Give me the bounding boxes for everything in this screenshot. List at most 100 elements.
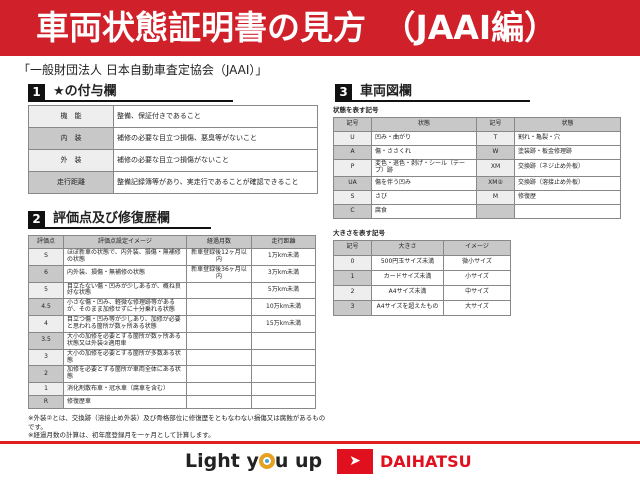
table-cell: 10万km未満 xyxy=(251,298,316,317)
section-number: 3 xyxy=(335,84,352,100)
table-cell: 5 xyxy=(28,281,64,300)
size-table: 記号 大きさ イメージ 0 500円玉サイズ未満 微小サイズ 1 カードサイズ未満 小サイズ 2 A… xyxy=(333,239,511,316)
table-cell xyxy=(251,382,316,397)
table-cell: U xyxy=(333,131,372,146)
row-value: 整備記録簿等があり、実走行であることが確認できること xyxy=(113,171,318,194)
table-cell: 内外装、損傷・無補修の状態 xyxy=(63,264,187,283)
table-cell xyxy=(251,348,316,367)
table-cell: 割れ・亀裂・穴 xyxy=(514,131,621,146)
note: ※外装②とは、交換跡（溶接止め外装）及び骨格部位に修復歴をともなわない損傷又は腐… xyxy=(28,414,326,431)
table-cell: A4サイズを超えたもの xyxy=(371,299,444,316)
table-cell xyxy=(186,395,252,410)
table-cell: 2 xyxy=(333,284,372,301)
table-row: 1 カードサイズ未満 小サイズ xyxy=(333,269,511,286)
table-row: 内 装補修の必要な目立つ損傷、悪臭等がないこと xyxy=(28,127,318,150)
table-row: P 変色・退色・剥げ・シール（テープ）跡 XM 交換跡（ネジ止め外板） xyxy=(333,159,621,177)
table-cell: 傷・ささくれ xyxy=(371,145,477,160)
table-cell: 2 xyxy=(28,365,64,384)
section1-header: 1 ★の付与欄 xyxy=(28,84,233,102)
table-cell: 小サイズ xyxy=(443,269,511,286)
table-row: 走行距離 整備記録簿等があり、実走行であることが確認できること xyxy=(28,171,318,194)
column-header: 状態 xyxy=(514,117,621,132)
state-table: 記号 状態 記号 状態 U 凹み・曲がり T 割れ・亀裂・穴 A 傷・ささくれ W 塗装跡・板金修理跡… xyxy=(333,117,621,219)
table-cell: 中サイズ xyxy=(443,284,511,301)
section-title: ★の付与欄 xyxy=(53,84,117,99)
table-cell: 新車登録後36ヶ月以内 xyxy=(186,264,252,283)
table-cell: 変色・退色・剥げ・シール（テープ）跡 xyxy=(371,159,477,177)
table-cell: 大小の加修を必要とする箇所が多数ある状態 xyxy=(63,348,187,367)
star-table: 機 能整備、保証付きであること内 装補修の必要な目立つ損傷、悪臭等がないこと外 … xyxy=(28,105,318,194)
table-cell xyxy=(186,365,252,384)
table-cell: A xyxy=(333,145,372,160)
slogan-text: u up xyxy=(274,450,323,472)
right-column: 3 車両図欄 状態を表す記号 記号 状態 記号 状態 U 凹み・曲がり T 割れ・亀裂・穴 A 傷・… xyxy=(333,84,621,316)
table-cell xyxy=(251,331,316,350)
table-cell: S xyxy=(28,248,64,266)
table-cell: XM② xyxy=(476,175,515,191)
table-cell: 凹み・曲がり xyxy=(371,131,477,146)
table-row: 4 目立つ傷・凹み等が少しあり、加修が必要と思われる箇所が数ヶ所ある状態 15万km… xyxy=(28,315,316,333)
state-label: 状態を表す記号 xyxy=(333,106,379,114)
table-cell: 1 xyxy=(333,269,372,286)
size-label: 大きさを表す記号 xyxy=(333,228,385,237)
table-row: 3.5 大小の加修を必要とする箇所が数ヶ所ある状態又は外装②適用車 xyxy=(28,331,316,350)
subtitle: 「一般財団法人 日本自動車査定協会（JAAI）」 xyxy=(18,63,268,77)
table-cell: T xyxy=(476,131,515,146)
ring-icon xyxy=(258,453,275,469)
section-title: 評価点及び修復歴欄 xyxy=(53,211,171,226)
table-cell xyxy=(186,298,252,317)
brand-name: DAIHATSU xyxy=(380,452,472,471)
table-cell xyxy=(251,395,316,410)
table-row: 4.5 小さな傷・凹み、軽微な修理跡等があるが、そのまま加修せずに十分乗れる状態 1… xyxy=(28,298,316,317)
table-cell: 500円玉サイズ未満 xyxy=(371,254,444,271)
table-row: U 凹み・曲がり T 割れ・亀裂・穴 xyxy=(333,131,621,146)
row-value: 整備、保証付きであること xyxy=(113,105,318,128)
table-cell: 大小の加修を必要とする箇所が数ヶ所ある状態又は外装②適用車 xyxy=(63,331,187,350)
table-cell: 小さな傷・凹み、軽微な修理跡等があるが、そのまま加修せずに十分乗れる状態 xyxy=(63,298,187,317)
table-cell xyxy=(476,203,515,219)
section-number: 2 xyxy=(28,211,45,227)
slogan-logo: Light y u up xyxy=(185,449,322,474)
column-header: 評価点 xyxy=(28,235,64,249)
section-number: 1 xyxy=(28,84,45,100)
table-row: 3 A4サイズを超えたもの 大サイズ xyxy=(333,299,511,316)
section2-header: 2 評価点及び修復歴欄 xyxy=(28,211,211,229)
table-cell: 3.5 xyxy=(28,331,64,350)
table-cell: 4.5 xyxy=(28,298,64,317)
table-cell: 15万km未満 xyxy=(251,315,316,333)
table-cell: 修復歴車 xyxy=(63,395,187,410)
table-row: S ほぼ新車の状態で、内外装、損傷・無補修の状態 新車登録後12ヶ月以内 1万km未満 xyxy=(28,248,316,266)
table-cell: さび xyxy=(371,189,477,205)
table-cell xyxy=(186,315,252,333)
row-value: 補修の必要な目立つ損傷、悪臭等がないこと xyxy=(113,127,318,150)
footer-divider xyxy=(0,441,640,444)
table-cell xyxy=(186,331,252,350)
table-cell: A4サイズ未満 xyxy=(371,284,444,301)
table-cell xyxy=(186,382,252,397)
table-cell: 1万km未満 xyxy=(251,248,316,266)
section-title: 車両図欄 xyxy=(360,84,413,99)
table-row: 1 消化剤散布車・冠水車（腐車を含む） xyxy=(28,382,316,397)
table-row: 5 目立たない傷・凹みが少しあるが、概ね良好な状態 5万km未満 xyxy=(28,281,316,300)
column-header: 大きさ xyxy=(371,239,444,256)
table-cell: 3 xyxy=(28,348,64,367)
table-row: S さび M 修復歴 xyxy=(333,189,621,205)
table-cell: カードサイズ未満 xyxy=(371,269,444,286)
column-header: 記号 xyxy=(333,239,372,256)
table-row: 機 能整備、保証付きであること xyxy=(28,105,318,128)
table-cell: 加修を必要とする箇所が車両全体にある状態 xyxy=(63,365,187,384)
table-cell: XM xyxy=(476,159,515,177)
table-cell: 傷を伴う凹み xyxy=(371,175,477,191)
table-cell: 塗装跡・板金修理跡 xyxy=(514,145,621,160)
table-row: R 修復歴車 xyxy=(28,395,316,410)
table-cell: P xyxy=(333,159,372,177)
row-key: 走行距離 xyxy=(28,171,114,194)
table-cell: UA xyxy=(333,175,372,191)
table-cell: W xyxy=(476,145,515,160)
daihatsu-mark-icon: ➤ xyxy=(337,449,373,474)
table-cell: 消化剤散布車・冠水車（腐車を含む） xyxy=(63,382,187,397)
table-cell: 5万km未満 xyxy=(251,281,316,300)
note: ※経過月数の計算は、初年度登録月を一ヶ月として計算します。 xyxy=(28,431,215,440)
left-column: 1 ★の付与欄 機 能整備、保証付きであること内 装補修の必要な目立つ損傷、悪臭等… xyxy=(28,84,325,440)
notes: ※外装②とは、交換跡（溶接止め外装）及び骨格部位に修復歴をともなわない損傷又は腐… xyxy=(28,414,328,440)
